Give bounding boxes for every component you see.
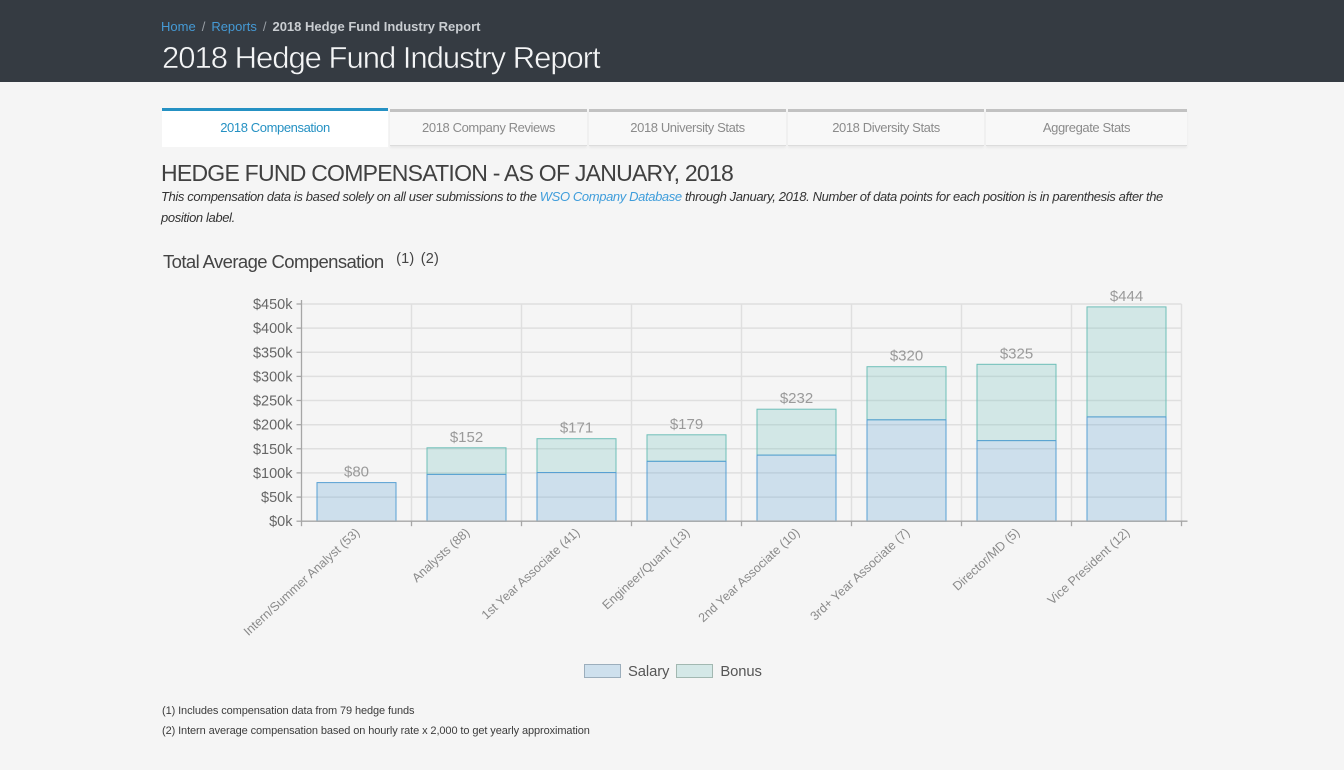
svg-text:$0k: $0k (269, 514, 293, 530)
svg-text:$152: $152 (450, 429, 483, 446)
svg-text:$300k: $300k (253, 369, 293, 385)
svg-text:Vice President (12): Vice President (12) (1045, 525, 1133, 607)
svg-text:1st Year Associate (41): 1st Year Associate (41) (479, 525, 583, 622)
svg-text:$320: $320 (890, 348, 923, 365)
svg-text:Intern/Summer Analyst (53): Intern/Summer Analyst (53) (241, 525, 363, 638)
svg-text:$50k: $50k (261, 490, 293, 506)
svg-text:2nd Year Associate (10): 2nd Year Associate (10) (696, 525, 803, 625)
svg-text:$325: $325 (1000, 345, 1033, 362)
svg-text:$400k: $400k (253, 321, 293, 337)
svg-text:$80: $80 (344, 464, 369, 481)
svg-text:$100k: $100k (253, 466, 293, 482)
svg-text:Director/MD (5): Director/MD (5) (950, 525, 1022, 593)
svg-text:$150k: $150k (253, 442, 293, 458)
svg-text:$179: $179 (670, 416, 703, 433)
svg-text:3rd+ Year Associate (7): 3rd+ Year Associate (7) (808, 525, 913, 623)
svg-text:$450k: $450k (253, 297, 293, 313)
svg-text:$200k: $200k (253, 418, 293, 434)
svg-text:$171: $171 (560, 420, 593, 437)
svg-text:$232: $232 (780, 390, 813, 407)
svg-text:Engineer/Quant (13): Engineer/Quant (13) (600, 525, 693, 612)
svg-text:Analysts (88): Analysts (88) (409, 525, 472, 585)
svg-text:$350k: $350k (253, 345, 293, 361)
svg-text:$250k: $250k (253, 394, 293, 410)
svg-text:$444: $444 (1110, 288, 1143, 305)
